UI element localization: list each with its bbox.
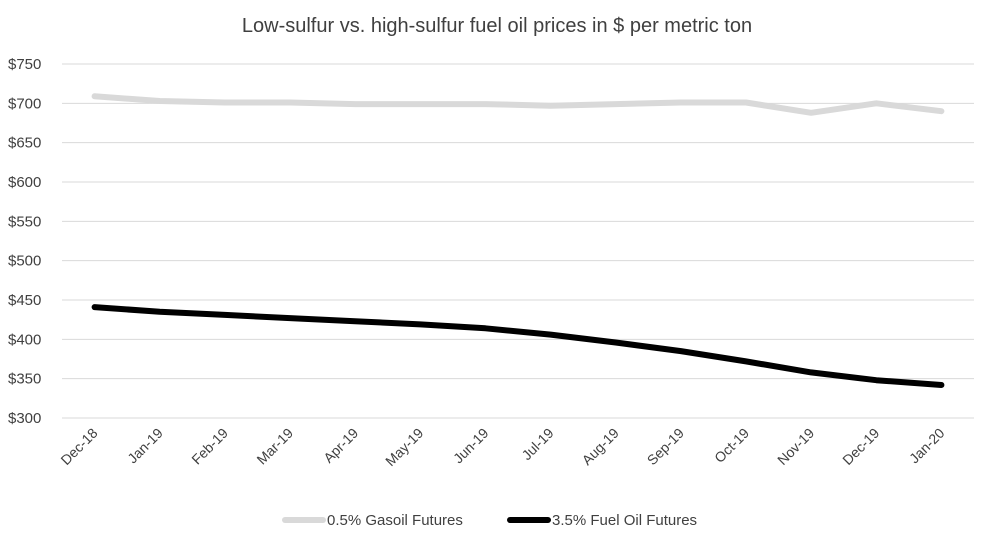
y-tick-label: $550 — [8, 213, 41, 230]
y-tick-label: $450 — [8, 292, 41, 309]
series-lines — [91, 93, 945, 388]
series-line-1 — [91, 93, 945, 116]
y-tick-label: $300 — [8, 410, 41, 427]
x-tick-label: Dec-18 — [57, 425, 100, 468]
chart-title: Low-sulfur vs. high-sulfur fuel oil pric… — [242, 15, 752, 37]
x-tick-label: Sep-19 — [644, 425, 687, 468]
legend-label: 0.5% Gasoil Futures — [327, 512, 463, 529]
y-tick-label: $650 — [8, 135, 41, 152]
gridlines — [62, 63, 974, 419]
x-tick-label: Dec-19 — [839, 425, 882, 468]
legend: 0.5% Gasoil Futures 3.5% Fuel Oil Futures — [282, 512, 697, 529]
x-tick-label: Aug-19 — [579, 425, 622, 468]
y-tick-label: $600 — [8, 174, 41, 191]
x-tick-label: Oct-19 — [711, 425, 752, 466]
y-axis-ticks: $300 $350 $400 $450 $500 $550 $600 $650 $700 $750 — [8, 56, 41, 427]
legend-label: 3.5% Fuel Oil Futures — [552, 512, 697, 529]
x-tick-label: Jul-19 — [518, 425, 556, 463]
y-tick-label: $400 — [8, 331, 41, 348]
x-tick-label: Feb-19 — [188, 425, 231, 468]
y-tick-label: $700 — [8, 95, 41, 112]
x-tick-label: May-19 — [382, 425, 426, 469]
y-tick-label: $750 — [8, 56, 41, 73]
y-tick-label: $350 — [8, 371, 41, 388]
y-tick-label: $500 — [8, 253, 41, 270]
series-line-2 — [91, 304, 945, 388]
x-axis-ticks: Dec-18 Jan-19 Feb-19 Mar-19 Apr-19 May-19 Jun-… — [57, 425, 947, 469]
x-tick-label: Jun-19 — [450, 425, 492, 467]
x-tick-label: Jan-20 — [906, 425, 948, 467]
x-tick-label: Apr-19 — [320, 425, 361, 466]
x-tick-label: Jan-19 — [124, 425, 166, 467]
x-tick-label: Nov-19 — [774, 425, 817, 468]
x-tick-label: Mar-19 — [253, 425, 296, 468]
